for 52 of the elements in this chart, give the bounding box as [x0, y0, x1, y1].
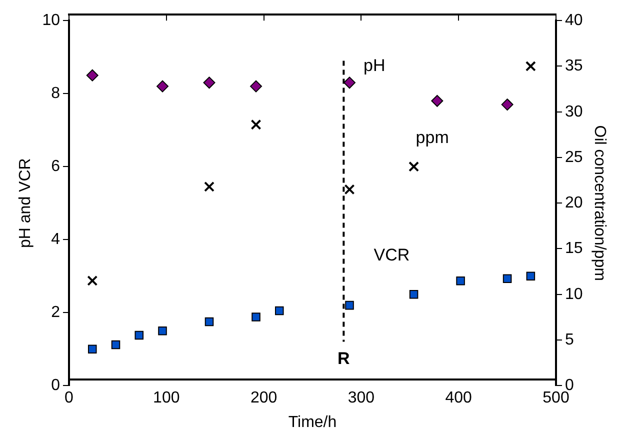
y-axis-title: pH and VCR — [17, 158, 34, 248]
x-tick-label: 500 — [542, 390, 570, 407]
y2-tick-label: 15 — [565, 240, 583, 258]
y2-tick-label: 35 — [565, 58, 583, 75]
point — [408, 161, 420, 172]
x-tick-label: 0 — [64, 390, 74, 407]
point — [204, 181, 214, 192]
y-tick-label: 10 — [42, 12, 60, 30]
y2-tick-label: 40 — [565, 12, 583, 30]
point — [344, 184, 355, 195]
point — [134, 330, 144, 340]
point — [501, 98, 514, 111]
point — [203, 76, 216, 89]
point — [250, 80, 262, 92]
point — [456, 276, 465, 286]
x-tick-label: 400 — [445, 390, 472, 407]
series-label: pH — [364, 56, 386, 75]
y2-tick-label: 30 — [565, 103, 583, 120]
point — [344, 76, 356, 89]
point — [204, 317, 214, 326]
point — [252, 312, 260, 322]
y2-tick-label: 25 — [565, 148, 583, 166]
point — [431, 94, 444, 107]
series-label: VCR — [374, 246, 410, 265]
point — [526, 272, 536, 280]
y-tick-label: 2 — [51, 304, 60, 322]
point — [345, 300, 354, 310]
series-label: ppm — [416, 128, 449, 147]
y2-axis-title: Oil concentration/ppm — [590, 125, 608, 281]
point — [87, 275, 98, 286]
x-tick-label: 300 — [348, 390, 375, 407]
y2-tick-label: 20 — [565, 194, 583, 212]
point — [502, 274, 512, 284]
x-tick-label: 200 — [250, 390, 278, 407]
point — [86, 69, 98, 82]
y-tick-label: 6 — [51, 158, 60, 176]
y-tick-label: 4 — [51, 231, 60, 248]
y2-tick-label: 5 — [565, 331, 574, 348]
point — [111, 340, 120, 350]
point — [156, 80, 168, 92]
y-tick-label: 8 — [51, 85, 60, 102]
point — [525, 60, 536, 72]
x-axis-title: Time/h — [288, 414, 337, 431]
point — [88, 344, 97, 354]
point — [274, 306, 284, 316]
x-tick-label: 100 — [153, 390, 180, 407]
point — [409, 290, 418, 299]
ref-line-label: R — [338, 349, 350, 368]
y2-tick-label: 10 — [565, 286, 583, 303]
point — [250, 119, 262, 130]
point — [158, 326, 167, 336]
y-tick-label: 0 — [51, 377, 60, 394]
